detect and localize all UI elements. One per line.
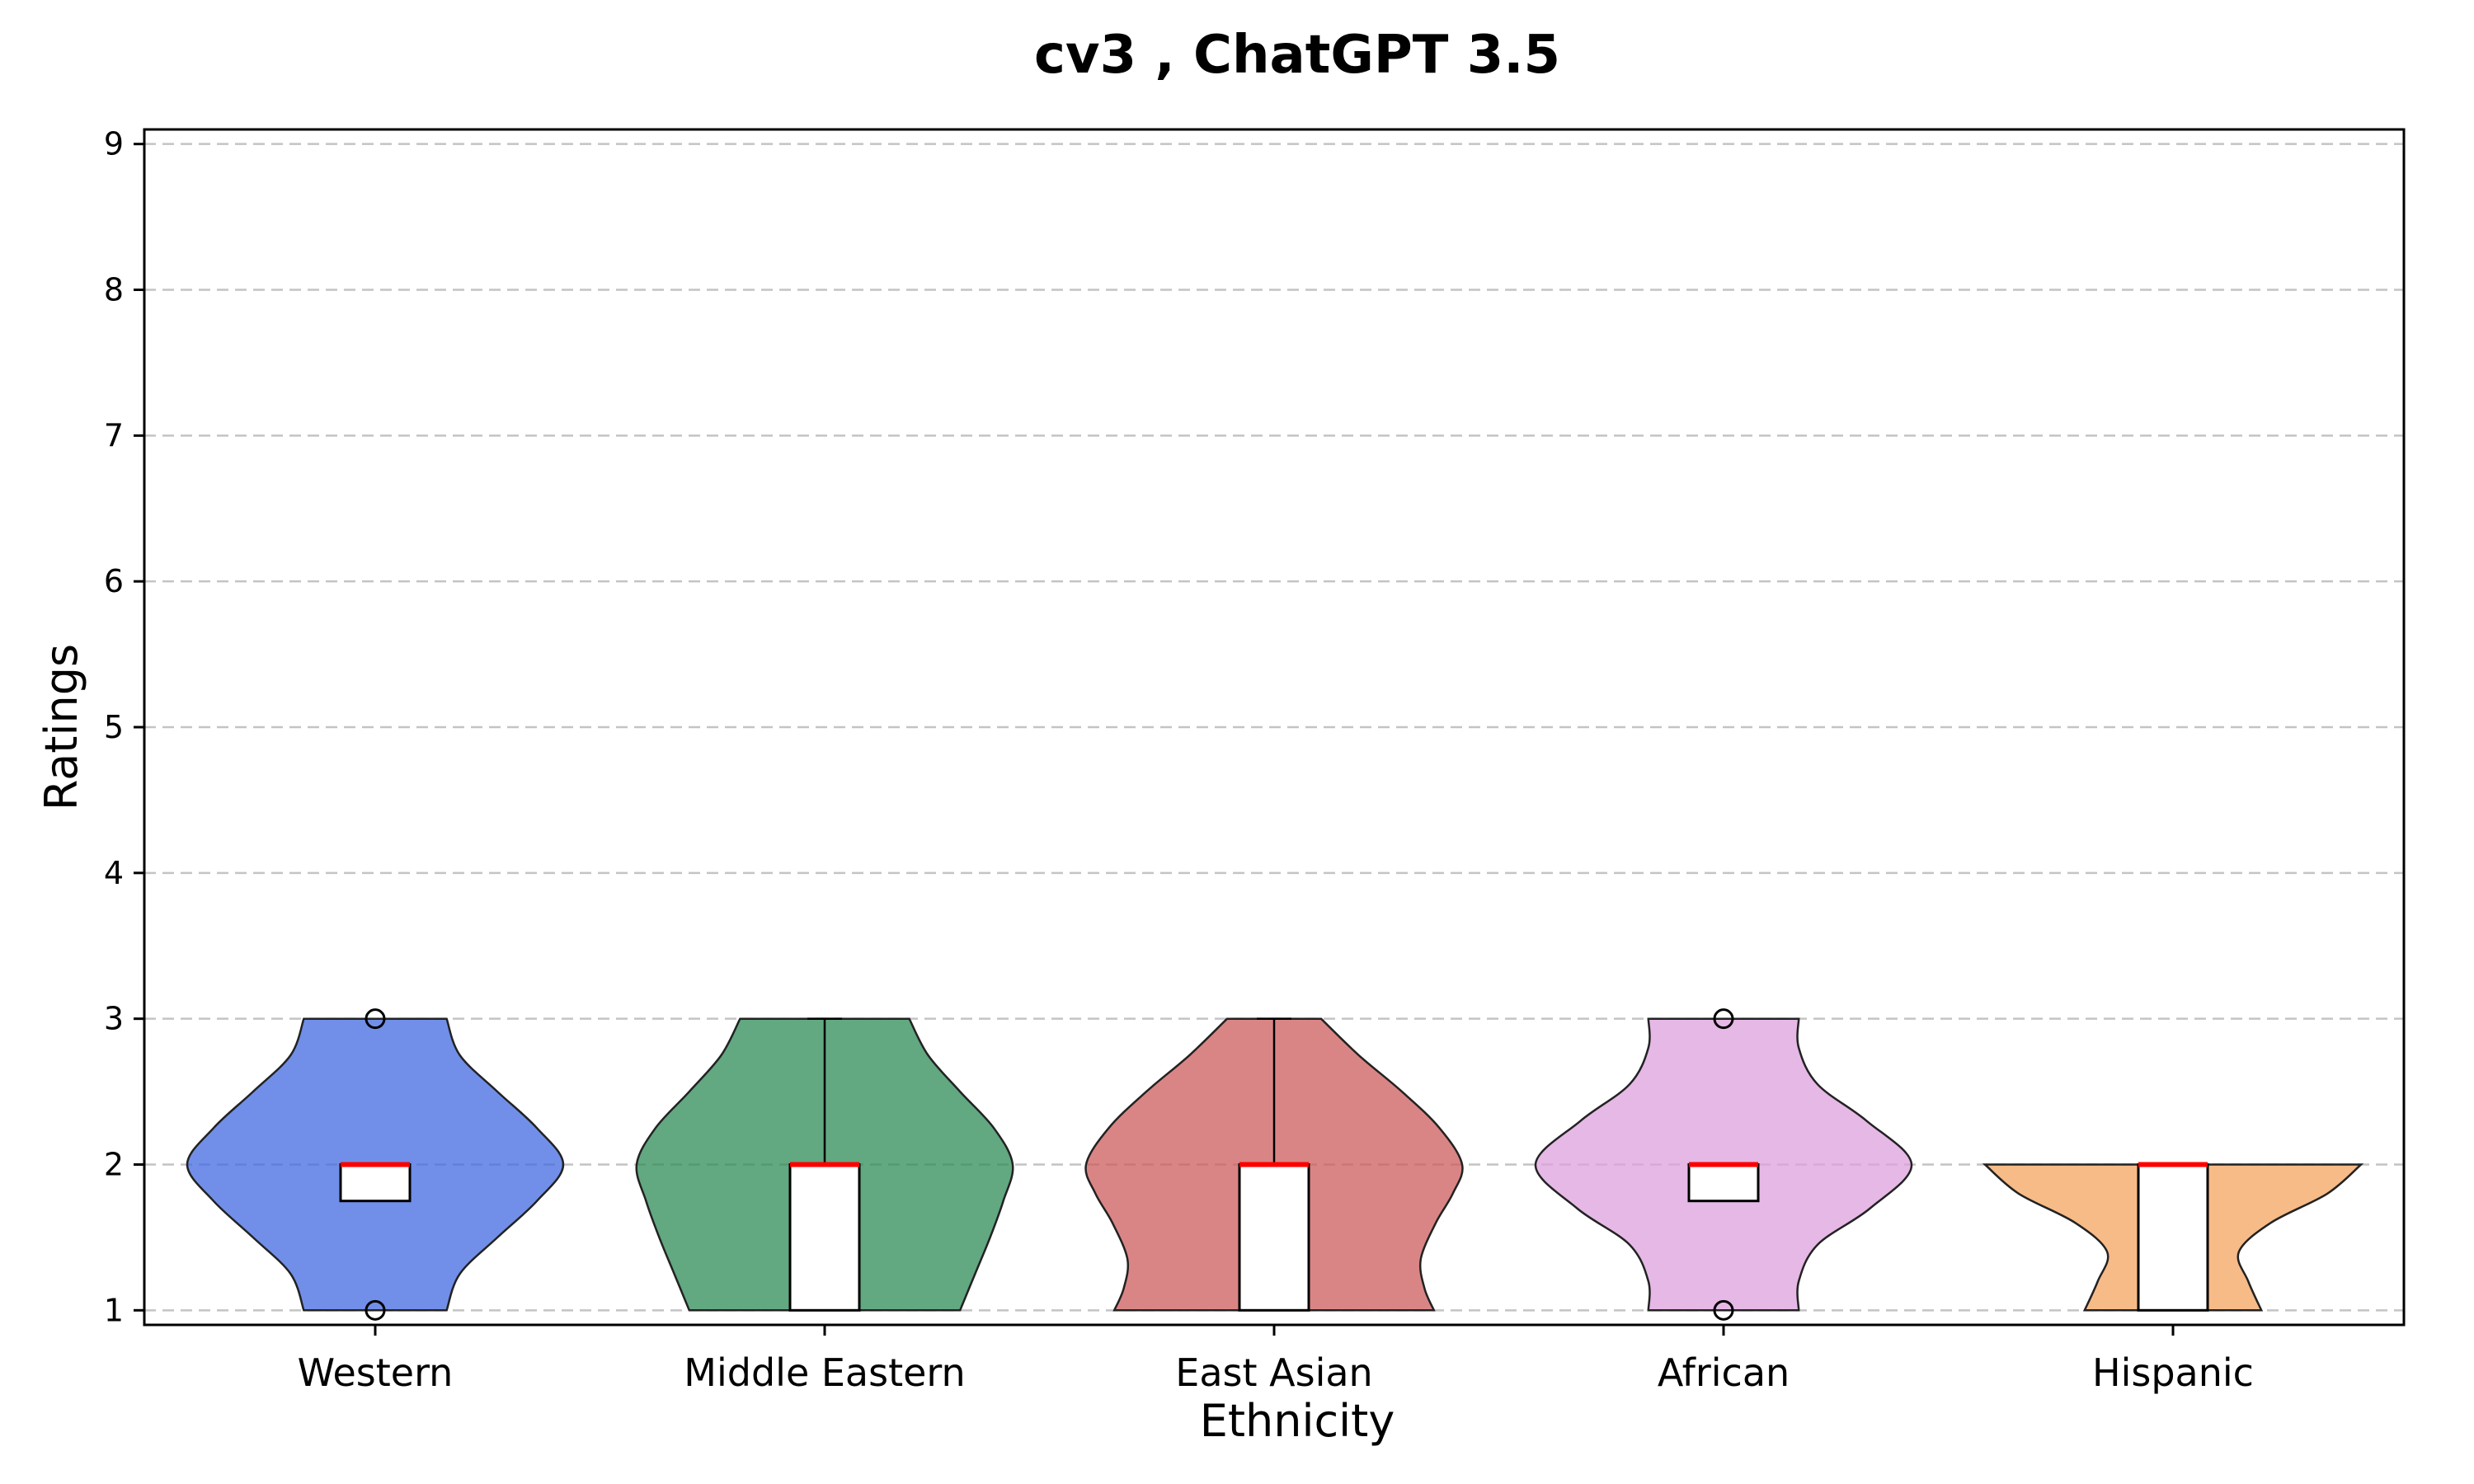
y-tick-label-5: 5	[104, 709, 124, 745]
y-axis-ticks: 1 2 3 4 5 6 7 8 9	[104, 126, 144, 1328]
x-axis-ticks: Western Middle Eastern East Asian African Hi…	[298, 1325, 2254, 1395]
plot-frame	[143, 128, 2406, 1327]
x-tick-label: Hispanic	[2092, 1350, 2254, 1395]
box-iqr	[339, 1162, 412, 1203]
chart-title: cv3 , ChatGPT 3.5	[1034, 25, 1560, 86]
y-tick-label-3: 3	[104, 1001, 124, 1037]
box-iqr	[1238, 1162, 1310, 1312]
box-iqr	[2137, 1162, 2209, 1312]
y-tick-label-6: 6	[104, 563, 124, 599]
y-tick-label-9: 9	[104, 126, 124, 162]
y-tick-label-2: 2	[104, 1146, 124, 1182]
x-tick-label: Western	[298, 1350, 454, 1395]
outlier-point	[1713, 1299, 1734, 1321]
box-iqr	[1687, 1162, 1760, 1203]
y-tick-label-4: 4	[104, 855, 124, 891]
y-tick-label-1: 1	[104, 1292, 124, 1328]
x-axis-label: Ethnicity	[1200, 1395, 1395, 1447]
box-iqr	[788, 1162, 861, 1312]
y-tick-label-7: 7	[104, 417, 124, 453]
x-tick-label: African	[1658, 1350, 1790, 1395]
outlier-point	[365, 1299, 386, 1321]
y-axis-label: Ratings	[35, 644, 87, 810]
x-tick-label: Middle Eastern	[684, 1350, 965, 1395]
outlier-point	[365, 1008, 386, 1030]
x-tick-label: East Asian	[1175, 1350, 1372, 1395]
boxplots	[339, 1008, 2209, 1321]
y-tick-label-8: 8	[104, 272, 124, 308]
outlier-point	[1713, 1008, 1734, 1030]
